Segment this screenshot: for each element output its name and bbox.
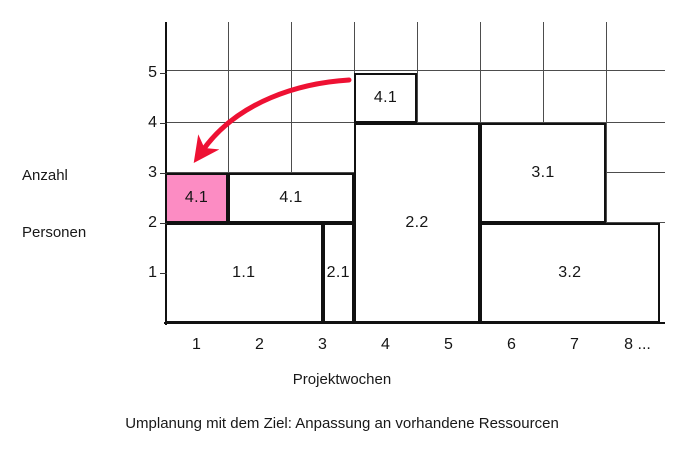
y-axis-title-line1: Anzahl [22, 167, 68, 184]
task-block[interactable]: 4.1 [228, 173, 354, 223]
x-axis-tick-label: 7 [570, 336, 579, 353]
x-axis-title: Projektwochen [292, 371, 392, 388]
y-axis-tick-mark [160, 173, 167, 174]
y-axis-tick-label: 3 [148, 164, 157, 181]
y-axis-tick-mark [160, 223, 167, 224]
y-axis-title-line2: Personen [22, 224, 87, 241]
gridline-horizontal [165, 70, 665, 71]
task-block[interactable]: 4.1 [165, 173, 228, 223]
task-block[interactable]: 4.1 [354, 73, 417, 123]
x-axis-tick-label: 2 [255, 336, 264, 353]
task-block-label: 2.1 [326, 264, 350, 281]
task-block[interactable]: 1.1 [165, 223, 323, 323]
y-axis-tick-label: 2 [148, 214, 157, 231]
y-axis-tick-mark [160, 73, 167, 74]
plot-area: 4.1 4.1 1.1 2.1 4.1 2.2 3.1 3.2 [165, 22, 665, 323]
task-block[interactable]: 2.1 [322, 223, 354, 323]
x-axis-tick-label: 8 ... [624, 336, 651, 353]
task-block-label: 4.1 [279, 189, 303, 206]
figure-caption: Umplanung mit dem Ziel: Anpassung an vor… [125, 415, 559, 432]
x-axis-tick-label: 6 [507, 336, 516, 353]
y-axis-tick-mark [160, 273, 167, 274]
task-block[interactable]: 3.1 [480, 123, 606, 223]
task-block[interactable]: 2.2 [354, 123, 480, 323]
y-axis-title: Anzahl Personen [22, 128, 86, 280]
task-block-label: 3.2 [558, 264, 582, 281]
y-axis-tick-label: 5 [148, 64, 157, 81]
x-axis-line [164, 322, 665, 324]
task-block-label: 2.2 [405, 214, 429, 231]
task-block[interactable]: 3.2 [480, 223, 660, 323]
task-block-label: 3.1 [531, 164, 555, 181]
task-block-label: 1.1 [232, 264, 256, 281]
task-block-label: 4.1 [184, 189, 209, 206]
y-axis-tick-label: 4 [148, 114, 157, 131]
y-axis-tick-label: 1 [148, 264, 157, 281]
x-axis-tick-label: 1 [192, 336, 201, 353]
x-axis-tick-label: 4 [381, 336, 390, 353]
y-axis-tick-mark [160, 123, 167, 124]
task-block-label: 4.1 [373, 89, 398, 106]
x-axis-tick-label: 5 [444, 336, 453, 353]
x-axis-tick-label: 3 [318, 336, 327, 353]
